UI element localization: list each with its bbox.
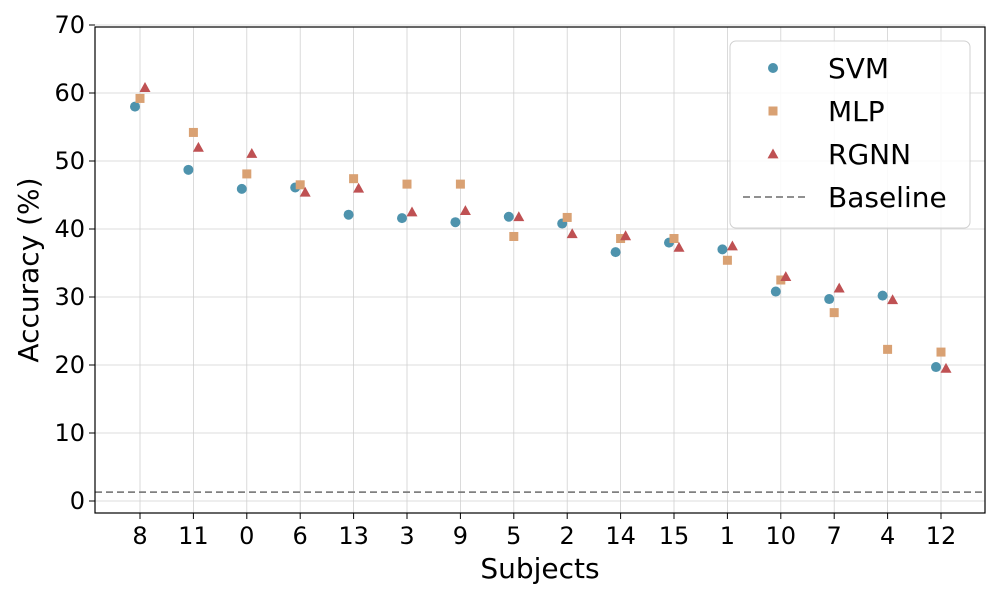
mlp-point <box>936 347 946 357</box>
legend-items: SVM MLP RGNN Baseline <box>743 52 947 214</box>
mlp-point <box>829 308 839 318</box>
rgnn-point <box>192 141 204 152</box>
mlp-point <box>135 93 145 103</box>
rgnn-point <box>726 240 738 251</box>
mlp-point <box>188 127 198 137</box>
mlp-point <box>562 212 572 222</box>
svm-point <box>450 217 461 228</box>
x-tick-label: 13 <box>338 522 369 550</box>
mlp-point <box>295 180 305 190</box>
rgnn-point <box>406 206 418 217</box>
x-tick-label: 12 <box>926 522 957 550</box>
y-tick-label: 50 <box>54 147 85 175</box>
y-tick-label: 20 <box>54 351 85 379</box>
x-tick-label: 5 <box>506 522 521 550</box>
svm-point <box>610 247 621 258</box>
svm-point <box>343 209 354 220</box>
svm-point <box>770 286 781 297</box>
x-tick-label: 6 <box>293 522 308 550</box>
rgnn-point <box>353 182 365 193</box>
mlp-point <box>242 169 252 179</box>
x-tick-label: 7 <box>827 522 842 550</box>
x-tick-label: 15 <box>659 522 690 550</box>
x-tick-label: 11 <box>178 522 209 550</box>
svm-point <box>877 290 888 301</box>
svm-point <box>397 213 407 224</box>
rgnn-point <box>513 211 525 222</box>
plot-frame <box>94 26 986 514</box>
y-axis-title: Accuracy (%) <box>12 177 45 362</box>
grid-layer <box>95 24 985 513</box>
rgnn-point <box>139 82 151 92</box>
x-tick-label: 4 <box>880 522 895 550</box>
series-svm <box>130 101 941 373</box>
rgnn-point <box>299 186 311 197</box>
legend-label: RGNN <box>828 138 911 171</box>
legend-label: SVM <box>828 52 889 85</box>
legend-marker-mlp <box>768 106 778 116</box>
rgnn-point <box>780 271 792 281</box>
rgnn-point <box>887 294 899 305</box>
y-tick-label: 40 <box>54 215 85 243</box>
legend-frame <box>729 40 971 229</box>
rgnn-point <box>620 230 632 241</box>
x-tick-label: 10 <box>766 522 797 550</box>
rgnn-point <box>566 228 578 239</box>
x-tick-label: 8 <box>132 522 147 550</box>
y-tick-label: 60 <box>54 79 85 107</box>
svm-point <box>236 183 247 194</box>
x-tick-label: 1 <box>720 522 735 550</box>
legend-marker-rgnn <box>767 148 779 159</box>
legend-marker-svm <box>768 63 778 73</box>
legend-label: MLP <box>828 95 885 128</box>
x-tick-label: 3 <box>399 522 414 550</box>
legend-label: Baseline <box>828 181 947 214</box>
x-tick-label: 0 <box>239 522 254 550</box>
svm-point <box>183 164 194 175</box>
svm-point <box>931 362 941 373</box>
y-tick-label: 0 <box>70 487 85 515</box>
rgnn-point <box>673 241 685 252</box>
points-layer <box>130 82 952 373</box>
rgnn-point <box>833 282 845 293</box>
mlp-point <box>455 179 465 189</box>
mlp-point <box>722 255 732 265</box>
svm-point <box>717 244 728 255</box>
svm-point <box>130 101 140 112</box>
series-mlp <box>135 93 946 357</box>
rgnn-point <box>940 362 952 373</box>
y-tick-label: 70 <box>54 11 85 39</box>
mlp-point <box>616 234 626 244</box>
rgnn-point <box>246 148 258 158</box>
rgnn-point <box>459 205 471 216</box>
y-tick-label: 30 <box>54 283 85 311</box>
svm-point <box>824 294 835 305</box>
x-axis-title: Subjects <box>480 552 599 585</box>
mlp-point <box>776 275 786 285</box>
series-rgnn <box>139 82 952 373</box>
mlp-point <box>349 174 359 184</box>
legend: SVM MLP RGNN Baseline <box>729 40 971 229</box>
mlp-point <box>509 231 519 241</box>
mlp-point <box>883 344 893 354</box>
x-tick-label: 9 <box>453 522 468 550</box>
mlp-point <box>402 179 412 189</box>
x-tick-label: 2 <box>560 522 575 550</box>
svm-point <box>503 211 514 222</box>
x-tick-label: 14 <box>605 522 636 550</box>
y-tick-label: 10 <box>54 419 85 447</box>
mlp-point <box>669 234 679 244</box>
